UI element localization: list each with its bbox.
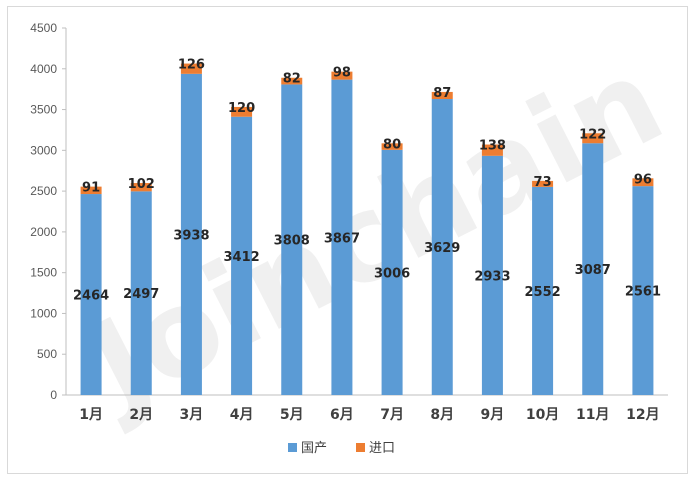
bar-domestic	[180, 73, 202, 395]
bar-import	[582, 133, 604, 144]
bar-import	[632, 178, 654, 187]
data-label-import: 87	[433, 86, 451, 101]
x-tick-label: 11月	[576, 407, 609, 423]
bar-import	[381, 143, 403, 150]
data-label-domestic: 3006	[374, 266, 410, 281]
x-tick-label: 2月	[129, 407, 153, 423]
x-tick-label: 4月	[230, 407, 254, 423]
bar-domestic	[130, 191, 152, 395]
legend-label: 进口	[369, 441, 395, 456]
bar-import	[281, 77, 303, 85]
bar-import	[331, 71, 353, 80]
legend-label: 国产	[301, 441, 327, 456]
bar-domestic	[532, 186, 554, 395]
axes: 0 500 1000 1500 2000 2500 3000 3500 4000 4500 1月 2月…	[30, 21, 668, 423]
x-tick-label: 5月	[280, 407, 304, 423]
bars	[80, 63, 654, 396]
data-label-domestic: 3938	[173, 228, 209, 243]
data-label-domestic: 3629	[424, 241, 460, 256]
x-tick-label: 1月	[79, 407, 103, 423]
data-label-import: 138	[479, 139, 506, 154]
bar-domestic	[632, 186, 654, 395]
x-tick-label: 3月	[180, 407, 204, 423]
data-label-domestic: 2933	[474, 269, 510, 284]
bar-domestic	[281, 84, 303, 395]
data-label-import: 80	[383, 137, 401, 152]
data-label-import: 120	[228, 101, 255, 116]
bar-import	[231, 106, 253, 117]
y-tick-label: 0	[50, 388, 57, 402]
data-label-domestic: 3412	[223, 250, 259, 265]
x-tick-label: 8月	[430, 407, 454, 423]
bar-domestic	[231, 116, 253, 395]
x-tick-label: 10月	[526, 407, 559, 423]
data-label-domestic: 2561	[625, 285, 661, 300]
bar-domestic	[331, 79, 353, 395]
data-labels: 2464 91 2497 102 3938 126 3412 120 3808 82 3867 98 3…	[73, 58, 661, 304]
data-label-import: 82	[283, 72, 301, 87]
y-tick-label: 1000	[30, 306, 57, 320]
bar-domestic	[80, 194, 102, 395]
y-tick-label: 3000	[30, 143, 57, 157]
y-tick-label: 500	[37, 347, 57, 361]
data-label-import: 91	[82, 181, 100, 196]
data-label-domestic: 2552	[524, 285, 560, 300]
legend: 国产 进口	[288, 441, 395, 456]
x-tick-label: 9月	[481, 407, 505, 423]
y-tick-label: 1500	[30, 266, 57, 280]
y-tick-label: 3500	[30, 103, 57, 117]
legend-swatch	[288, 443, 297, 452]
y-tick-label: 4500	[30, 21, 57, 35]
bar-import	[80, 186, 102, 195]
bar-import	[481, 144, 503, 156]
data-label-domestic: 3808	[274, 234, 310, 249]
data-label-import: 73	[534, 175, 552, 190]
data-label-import: 96	[634, 172, 652, 187]
bar-domestic	[431, 99, 453, 396]
data-label-domestic: 2464	[73, 289, 109, 304]
data-label-domestic: 3867	[324, 231, 360, 246]
data-label-import: 122	[579, 127, 606, 142]
bar-import	[130, 183, 152, 192]
data-label-import: 102	[128, 177, 155, 192]
legend-swatch	[356, 443, 365, 452]
x-tick-label: 12月	[626, 407, 659, 423]
x-tick-label: 7月	[380, 407, 404, 423]
bar-domestic	[582, 143, 604, 395]
data-label-import: 98	[333, 66, 351, 81]
bar-import	[431, 91, 453, 100]
bar-import	[532, 180, 554, 187]
x-tick-label: 6月	[330, 407, 354, 423]
bar-domestic	[381, 149, 403, 395]
bar-domestic	[481, 155, 503, 395]
bar-import	[180, 63, 202, 74]
data-label-domestic: 2497	[123, 287, 159, 302]
data-label-import: 126	[178, 58, 205, 73]
data-label-domestic: 3087	[575, 263, 611, 278]
y-tick-label: 4000	[30, 62, 57, 76]
y-tick-label: 2000	[30, 225, 57, 239]
y-tick-label: 2500	[30, 184, 57, 198]
